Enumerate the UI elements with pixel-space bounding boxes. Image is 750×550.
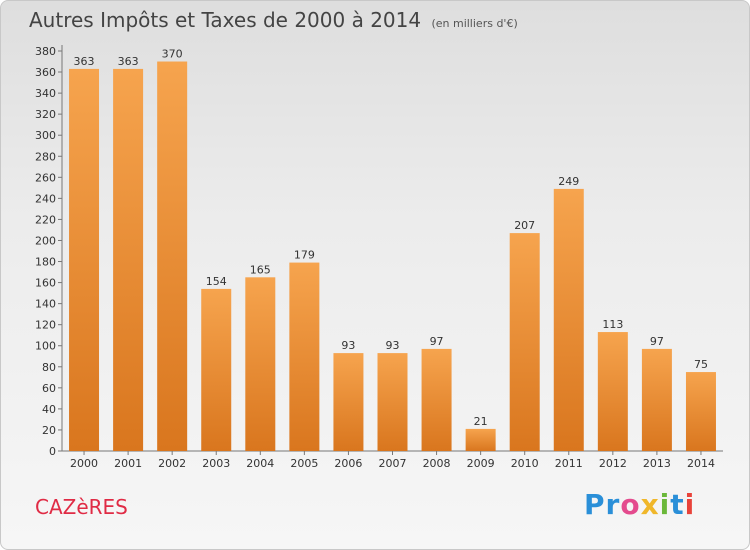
bar	[157, 61, 188, 452]
y-tick-label: 340	[35, 87, 56, 100]
bar-value-label: 97	[430, 335, 444, 348]
y-tick-label: 40	[42, 403, 56, 416]
bar	[553, 188, 584, 452]
chart-title: Autres Impôts et Taxes de 2000 à 2014 (e…	[29, 8, 518, 32]
y-tick-label: 160	[35, 277, 56, 290]
y-tick-label: 380	[35, 45, 56, 58]
x-tick-label: 2007	[379, 457, 407, 470]
bar	[421, 348, 452, 451]
bar	[685, 372, 716, 451]
x-tick-label: 2003	[202, 457, 230, 470]
bar-value-label: 165	[250, 263, 271, 276]
bar	[289, 262, 320, 451]
bar	[509, 233, 540, 451]
chart-title-text: Autres Impôts et Taxes de 2000 à 2014	[29, 8, 422, 32]
chart-subtitle: (en milliers d'€)	[431, 17, 518, 30]
y-tick-label: 320	[35, 108, 56, 121]
y-tick-label: 100	[35, 340, 56, 353]
city-name: CAZèRES	[35, 495, 128, 519]
y-tick-label: 240	[35, 192, 56, 205]
x-tick-label: 2012	[599, 457, 627, 470]
logo-part-1: Pr	[584, 488, 621, 521]
proxiti-logo: Proxiti	[584, 488, 695, 521]
bar-value-label: 249	[558, 175, 579, 188]
bar-value-label: 93	[386, 339, 400, 352]
bar-value-label: 207	[514, 219, 535, 232]
logo-part-3: x	[640, 488, 660, 521]
y-tick-label: 0	[49, 445, 56, 458]
y-tick-label: 360	[35, 66, 56, 79]
bar	[69, 68, 100, 451]
y-tick-label: 80	[42, 361, 56, 374]
x-tick-label: 2002	[158, 457, 186, 470]
x-tick-label: 2009	[467, 457, 495, 470]
y-tick-label: 200	[35, 234, 56, 247]
x-tick-label: 2006	[334, 457, 362, 470]
y-tick-label: 280	[35, 150, 56, 163]
bar-value-label: 75	[694, 358, 708, 371]
x-tick-label: 2008	[423, 457, 451, 470]
bar	[113, 68, 144, 451]
logo-part-5: t	[670, 488, 685, 521]
bar-value-label: 154	[206, 275, 227, 288]
x-tick-label: 2001	[114, 457, 142, 470]
x-tick-label: 2010	[511, 457, 539, 470]
bar	[245, 277, 276, 451]
bar-value-label: 179	[294, 249, 315, 262]
y-tick-label: 140	[35, 298, 56, 311]
bar	[377, 353, 408, 451]
y-tick-label: 20	[42, 424, 56, 437]
bar-value-label: 363	[118, 55, 139, 68]
logo-part-4: i	[659, 488, 671, 521]
x-tick-label: 2011	[555, 457, 583, 470]
y-tick-label: 300	[35, 129, 56, 142]
x-tick-label: 2013	[643, 457, 671, 470]
bar-value-label: 93	[341, 339, 355, 352]
y-tick-label: 180	[35, 256, 56, 269]
y-tick-label: 220	[35, 213, 56, 226]
logo-part-6: i	[684, 488, 696, 521]
x-tick-label: 2005	[290, 457, 318, 470]
bar	[465, 428, 496, 451]
bar-value-label: 21	[474, 415, 488, 428]
y-tick-label: 120	[35, 319, 56, 332]
y-tick-label: 260	[35, 171, 56, 184]
bar-value-label: 363	[74, 55, 95, 68]
logo-part-2: o	[620, 488, 641, 521]
bar	[597, 332, 628, 451]
y-tick-label: 60	[42, 382, 56, 395]
bar-value-label: 97	[650, 335, 664, 348]
bar	[641, 348, 672, 451]
bar-value-label: 370	[162, 48, 183, 61]
x-tick-label: 2000	[70, 457, 98, 470]
bar	[201, 288, 232, 451]
x-tick-label: 2004	[246, 457, 274, 470]
x-tick-label: 2014	[687, 457, 715, 470]
bar-value-label: 113	[602, 318, 623, 331]
bar	[333, 353, 364, 451]
